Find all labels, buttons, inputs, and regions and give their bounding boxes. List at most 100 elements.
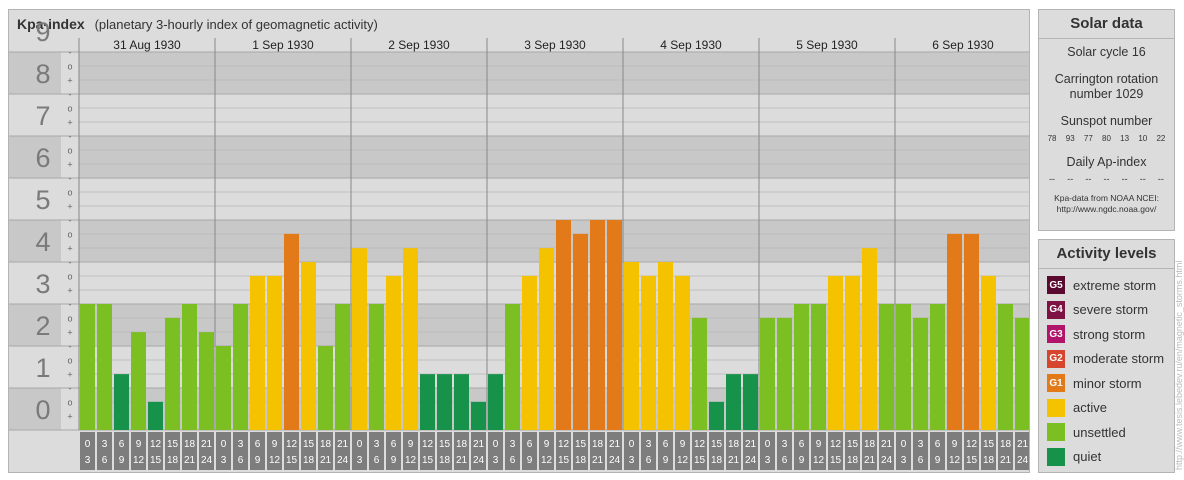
interval-end-label: 6 (374, 455, 380, 466)
interval-box (947, 432, 962, 470)
interval-start-label: 21 (609, 439, 621, 450)
day-label: 2 Sep 1930 (388, 38, 450, 52)
interval-end-label: 12 (269, 455, 281, 466)
y-subtick-label: o (67, 398, 72, 408)
kp-bar (675, 275, 690, 430)
interval-end-label: 15 (830, 455, 842, 466)
interval-box (879, 432, 894, 470)
y-tick-label: 5 (35, 185, 50, 215)
kp-bar (233, 304, 248, 430)
y-subtick-label: - (69, 258, 72, 268)
carrington-line2: number 1029 (1069, 87, 1144, 101)
y-tick-label: 8 (35, 59, 50, 89)
interval-end-label: 9 (527, 455, 533, 466)
interval-start-label: 21 (337, 439, 349, 450)
interval-end-label: 24 (609, 455, 621, 466)
interval-end-label: 12 (813, 455, 825, 466)
interval-end-label: 6 (102, 455, 108, 466)
interval-start-label: 15 (439, 439, 451, 450)
legend-swatch (1047, 398, 1065, 417)
interval-end-label: 12 (405, 455, 417, 466)
interval-end-label: 24 (201, 455, 213, 466)
y-tick-label: 2 (35, 311, 50, 341)
y-subtick-label: + (67, 76, 72, 86)
interval-box (896, 432, 911, 470)
legend-swatch: G4 (1047, 300, 1065, 319)
interval-start-label: 3 (782, 439, 788, 450)
interval-box (199, 432, 214, 470)
legend-item: G3 strong storm (1047, 323, 1145, 345)
interval-end-label: 24 (745, 455, 757, 466)
ap-title: Daily Ap-index (1066, 155, 1147, 169)
legend-label: severe storm (1073, 302, 1149, 317)
y-axis-band (9, 94, 61, 136)
interval-start-label: 12 (830, 439, 842, 450)
y-subtick-label: - (69, 300, 72, 310)
y-tick-label: 4 (35, 227, 50, 257)
interval-start-label: 0 (221, 439, 227, 450)
interval-box (454, 432, 469, 470)
interval-end-label: 21 (592, 455, 604, 466)
sunspot-value: 80 (1102, 134, 1111, 143)
interval-end-label: 9 (391, 455, 397, 466)
interval-box (165, 432, 180, 470)
interval-end-label: 18 (167, 455, 179, 466)
interval-start-label: 15 (711, 439, 723, 450)
legend-label: quiet (1073, 449, 1102, 464)
interval-start-label: 9 (272, 439, 278, 450)
y-axis-band (9, 136, 61, 178)
kp-bar (981, 275, 996, 430)
interval-box (335, 432, 350, 470)
interval-end-label: 15 (694, 455, 706, 466)
interval-start-label: 3 (102, 439, 108, 450)
interval-box (471, 432, 486, 470)
y-subtick-label: o (67, 272, 72, 282)
interval-end-label: 3 (901, 455, 907, 466)
plot-band (79, 178, 1029, 220)
y-tick-label: 6 (35, 143, 50, 173)
interval-start-label: 9 (544, 439, 550, 450)
kp-bar (998, 304, 1013, 430)
interval-box (182, 432, 197, 470)
interval-end-label: 24 (473, 455, 485, 466)
sunspot-value: 78 (1047, 134, 1057, 143)
solar-cycle: Solar cycle 16 (1067, 45, 1146, 59)
activity-levels-panel: Activity levels G5 extreme storm G4 severe … (1038, 239, 1175, 473)
data-source-note-2: http://www.ngdc.noaa.gov/ (1056, 204, 1157, 214)
interval-start-label: 9 (408, 439, 414, 450)
legend-item: G1 minor storm (1047, 372, 1142, 394)
legend-label: active (1073, 400, 1107, 415)
y-subtick-label: + (67, 370, 72, 380)
plot-band (79, 52, 1029, 94)
interval-end-label: 15 (422, 455, 434, 466)
interval-end-label: 21 (456, 455, 468, 466)
kp-bar (539, 248, 554, 430)
interval-box (97, 432, 112, 470)
interval-start-label: 0 (357, 439, 363, 450)
interval-start-label: 15 (167, 439, 179, 450)
interval-end-label: 3 (357, 455, 363, 466)
interval-end-label: 18 (439, 455, 451, 466)
kp-bar (811, 304, 826, 430)
interval-box (131, 432, 146, 470)
sunspot-value: 22 (1156, 134, 1166, 143)
interval-end-label: 12 (541, 455, 553, 466)
interval-box (267, 432, 282, 470)
interval-box (964, 432, 979, 470)
ap-value: -- (1103, 174, 1110, 184)
y-subtick-label: - (69, 216, 72, 226)
y-subtick-label: - (69, 342, 72, 352)
legend-item: G5 extreme storm (1047, 274, 1156, 296)
interval-end-label: 3 (765, 455, 771, 466)
interval-end-label: 9 (255, 455, 261, 466)
kp-bar (267, 275, 282, 430)
interval-start-label: 3 (510, 439, 516, 450)
ap-value: -- (1157, 174, 1164, 184)
interval-start-label: 6 (391, 439, 397, 450)
sunspot-values: 78 93 77 80 13 10 22 (1039, 134, 1174, 143)
interval-end-label: 6 (918, 455, 924, 466)
interval-end-label: 9 (935, 455, 941, 466)
legend-swatch: G5 (1047, 276, 1065, 294)
kp-bar (556, 220, 571, 430)
kp-bar (913, 317, 928, 430)
